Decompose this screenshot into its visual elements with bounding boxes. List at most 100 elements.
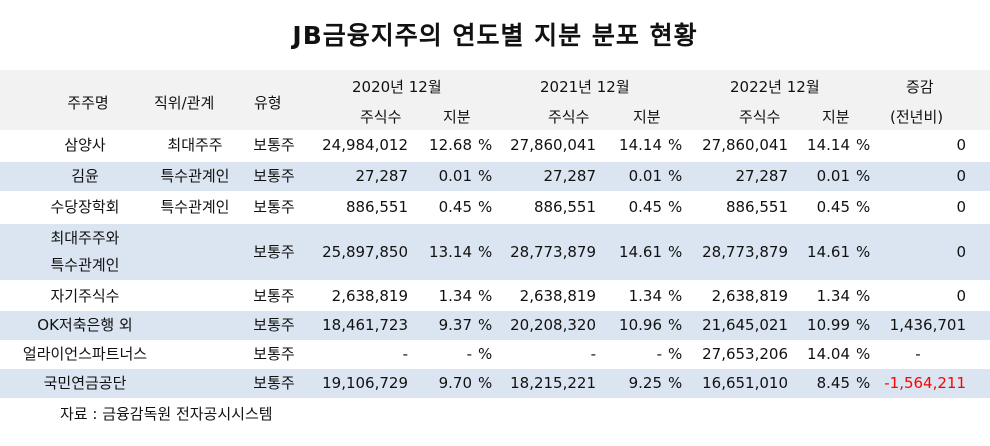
stake-2020: - — [466, 345, 472, 363]
stake-2020: 0.01 — [438, 167, 472, 185]
shares-2022: 27,287 — [735, 167, 789, 185]
stake-2022: 14.14 — [807, 136, 850, 154]
pct-unit-2021: % — [668, 287, 683, 305]
change-value: 0 — [956, 167, 966, 185]
shares-2020: 19,106,729 — [322, 374, 408, 392]
table-row: 삼양사 최대주주 보통주 24,984,012 12.68% 27,860,041 14.1… — [0, 131, 990, 160]
shares-2020: 25,897,850 — [322, 242, 408, 261]
table-row: 수당장학회 특수관계인 보통주 886,551 0.45% 886,551 0.45% 886… — [0, 193, 990, 222]
holder-name: 국민연금공단 — [43, 374, 127, 392]
stake-2022: 0.45 — [816, 198, 850, 216]
shares-2022: 27,860,041 — [702, 136, 788, 154]
change-value: 0 — [956, 287, 966, 305]
pct-unit-2021: % — [668, 374, 683, 392]
stake-2020: 9.37 — [438, 316, 472, 334]
stake-2022: 10.99 — [807, 316, 850, 334]
shares-2022: 16,651,010 — [702, 374, 788, 392]
pct-unit-2022: % — [856, 167, 871, 185]
shares-2022: 886,551 — [725, 198, 788, 216]
pct-unit-2022: % — [856, 374, 871, 392]
change-value: 1,436,701 — [889, 316, 966, 334]
pct-unit-2022: % — [856, 136, 871, 154]
table-row: 김윤 특수관계인 보통주 27,287 0.01% 27,287 0.01% 27,287 0.… — [0, 162, 990, 191]
header-shares-2021: 주식수 — [548, 108, 590, 126]
source-note: 자료 : 금융감독원 전자공시시스템 — [60, 405, 273, 423]
share-type: 보통주 — [253, 287, 295, 305]
relation: 특수관계인 — [160, 198, 230, 216]
stake-2020: 12.68 — [429, 136, 472, 154]
pct-unit-2022: % — [856, 198, 871, 216]
share-type: 보통주 — [253, 167, 295, 185]
stake-2022: 8.45 — [816, 374, 850, 392]
pct-unit-2022: % — [856, 242, 871, 261]
shares-2021: 20,208,320 — [510, 316, 596, 334]
stake-2020: 0.45 — [438, 198, 472, 216]
header-2022: 2022년 12월 — [730, 78, 820, 96]
pct-unit-2020: % — [478, 198, 493, 216]
pct-unit-2020: % — [478, 167, 493, 185]
shares-2020: 886,551 — [345, 198, 408, 216]
header-holder: 주주명 — [67, 94, 109, 112]
stake-2021: 0.45 — [628, 198, 662, 216]
holder-name-line2: 특수관계인 — [50, 256, 120, 274]
pct-unit-2020: % — [478, 316, 493, 334]
shares-2022: 21,645,021 — [702, 316, 788, 334]
header-stake-2021: 지분 — [633, 108, 661, 126]
stake-2022: 14.04 — [807, 345, 850, 363]
table-row: 국민연금공단 보통주 19,106,729 9.70% 18,215,221 9.25% 1… — [0, 369, 990, 398]
stake-2022: 1.34 — [816, 287, 850, 305]
stake-2021: 0.01 — [628, 167, 662, 185]
shares-2020: 27,287 — [355, 167, 409, 185]
share-type: 보통주 — [253, 136, 295, 154]
shares-2020: - — [402, 345, 408, 363]
change-value: -1,564,211 — [884, 374, 966, 392]
stake-2021: 9.25 — [628, 374, 662, 392]
share-type: 보통주 — [253, 345, 295, 363]
header-change-sub: (전년비) — [890, 108, 944, 126]
shares-2021: 28,773,879 — [510, 242, 596, 261]
change-value: 0 — [956, 198, 966, 216]
pct-unit-2021: % — [668, 136, 683, 154]
stake-2021: 10.96 — [619, 316, 662, 334]
pct-unit-2020: % — [478, 136, 493, 154]
share-type: 보통주 — [253, 374, 295, 392]
stake-2020: 1.34 — [438, 287, 472, 305]
header-shares-2022: 주식수 — [739, 108, 781, 126]
holder-name: 김윤 — [71, 167, 99, 185]
change-value: 0 — [956, 242, 966, 261]
holder-name: 최대주주와 — [50, 229, 120, 247]
holder-name: 얼라이언스파트너스 — [22, 345, 148, 363]
table-title: JB금융지주의 연도별 지분 분포 현황 — [292, 21, 698, 50]
header-2020: 2020년 12월 — [352, 78, 442, 96]
holder-name: 자기주식수 — [50, 287, 120, 305]
shares-2020: 24,984,012 — [322, 136, 408, 154]
relation: 특수관계인 — [160, 167, 230, 185]
stake-2020: 13.14 — [429, 242, 472, 261]
stake-2021: 1.34 — [628, 287, 662, 305]
header-stake-2022: 지분 — [822, 108, 850, 126]
pct-unit-2022: % — [856, 287, 871, 305]
pct-unit-2022: % — [856, 316, 871, 334]
pct-unit-2021: % — [668, 242, 683, 261]
stake-2020: 9.70 — [438, 374, 472, 392]
table-row: 얼라이언스파트너스 보통주 - -% - -% 27,653,206 14.04% - — [0, 340, 990, 369]
shares-2022: 28,773,879 — [702, 242, 788, 261]
shares-2022: 27,653,206 — [702, 345, 788, 363]
pct-unit-2020: % — [478, 345, 493, 363]
shares-2021: 27,287 — [543, 167, 597, 185]
shares-2021: 27,860,041 — [510, 136, 596, 154]
change-value: - — [915, 345, 921, 363]
holder-name: 삼양사 — [64, 136, 106, 154]
stake-2021: - — [656, 345, 662, 363]
shares-2021: 18,215,221 — [510, 374, 596, 392]
stake-2021: 14.61 — [619, 242, 662, 261]
change-value: 0 — [956, 136, 966, 154]
pct-unit-2020: % — [478, 242, 493, 261]
shares-2021: 2,638,819 — [519, 287, 596, 305]
holder-name: 수당장학회 — [50, 198, 120, 216]
pct-unit-2021: % — [668, 167, 683, 185]
shares-2020: 18,461,723 — [322, 316, 408, 334]
relation: 최대주주 — [167, 136, 223, 154]
table-header: 주주명 직위/관계 유형 2020년 12월 2021년 12월 2022년 1… — [0, 70, 990, 130]
shares-2022: 2,638,819 — [711, 287, 788, 305]
